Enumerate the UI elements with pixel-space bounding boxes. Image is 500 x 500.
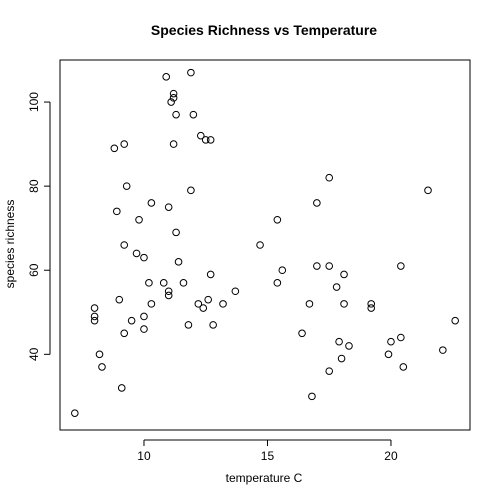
- data-point: [162, 73, 171, 81]
- data-point: [98, 363, 106, 371]
- data-point: [325, 173, 334, 182]
- data-point: [367, 304, 376, 312]
- data-point: [206, 136, 215, 144]
- data-point: [90, 316, 99, 325]
- x-tick-label: 20: [384, 449, 398, 463]
- data-point: [147, 199, 156, 207]
- data-point: [164, 203, 173, 211]
- data-point: [278, 266, 287, 275]
- data-point: [140, 325, 148, 333]
- data-point: [127, 316, 136, 325]
- scatter-points: [71, 68, 459, 417]
- data-point: [424, 186, 432, 195]
- data-point: [340, 270, 348, 279]
- data-point: [345, 342, 353, 350]
- data-point: [117, 384, 126, 392]
- plot-frame: [59, 59, 471, 431]
- y-axis: 40 60 80 100: [27, 92, 51, 361]
- data-point: [397, 333, 405, 342]
- data-point: [209, 321, 217, 329]
- data-point: [120, 329, 129, 338]
- data-point: [169, 94, 178, 102]
- data-point: [169, 89, 178, 98]
- data-point: [90, 312, 99, 321]
- data-point: [337, 354, 346, 363]
- x-axis-label: temperature C: [226, 471, 303, 485]
- data-point: [273, 215, 282, 224]
- data-point: [273, 279, 282, 287]
- data-point: [256, 241, 264, 249]
- data-point: [313, 262, 321, 270]
- data-point: [164, 287, 173, 296]
- data-point: [196, 131, 205, 140]
- data-point: [231, 287, 240, 296]
- x-axis: 10 15 20: [137, 439, 398, 463]
- y-tick-label: 60: [27, 263, 41, 277]
- data-point: [384, 350, 393, 359]
- data-point: [305, 300, 314, 308]
- data-point: [340, 300, 348, 308]
- data-point: [367, 300, 376, 308]
- data-point: [110, 144, 119, 153]
- data-point: [172, 228, 180, 237]
- data-point: [90, 304, 99, 312]
- data-point: [167, 98, 175, 106]
- data-point: [199, 304, 208, 312]
- data-point: [201, 136, 210, 144]
- data-point: [120, 241, 129, 249]
- data-point: [145, 279, 153, 287]
- data-point: [325, 262, 334, 270]
- data-point: [140, 253, 148, 262]
- data-point: [332, 283, 341, 291]
- data-point: [147, 300, 156, 308]
- data-point: [399, 363, 408, 371]
- data-point: [387, 337, 395, 346]
- data-point: [189, 110, 198, 119]
- data-point: [439, 346, 447, 354]
- y-tick-label: 80: [27, 179, 41, 193]
- x-tick-label: 15: [261, 449, 275, 463]
- data-point: [95, 350, 104, 359]
- data-point: [179, 279, 188, 287]
- data-point: [451, 316, 459, 325]
- data-point: [335, 337, 343, 346]
- data-point: [71, 409, 79, 417]
- data-point: [169, 140, 178, 148]
- data-point: [219, 300, 227, 308]
- y-tick-label: 40: [27, 347, 41, 361]
- data-point: [187, 68, 195, 77]
- data-point: [206, 270, 215, 279]
- data-point: [159, 279, 168, 287]
- data-point: [308, 392, 316, 401]
- data-point: [174, 258, 183, 266]
- y-axis-label: species richness: [3, 200, 17, 289]
- data-point: [135, 215, 143, 224]
- data-point: [325, 367, 334, 375]
- data-point: [172, 110, 180, 119]
- data-point: [187, 186, 195, 195]
- data-point: [397, 262, 405, 270]
- data-point: [132, 249, 141, 258]
- data-point: [122, 182, 131, 190]
- x-tick-label: 10: [137, 449, 151, 463]
- data-point: [313, 199, 321, 207]
- data-point: [204, 295, 212, 304]
- chart-title: Species Richness vs Temperature: [151, 22, 377, 38]
- data-point: [298, 329, 306, 338]
- data-point: [115, 295, 124, 304]
- data-point: [140, 312, 148, 321]
- data-point: [120, 140, 129, 148]
- data-point: [113, 207, 121, 216]
- data-point: [164, 291, 173, 300]
- y-tick-label: 100: [27, 92, 41, 112]
- data-point: [194, 300, 203, 308]
- data-point: [184, 321, 193, 329]
